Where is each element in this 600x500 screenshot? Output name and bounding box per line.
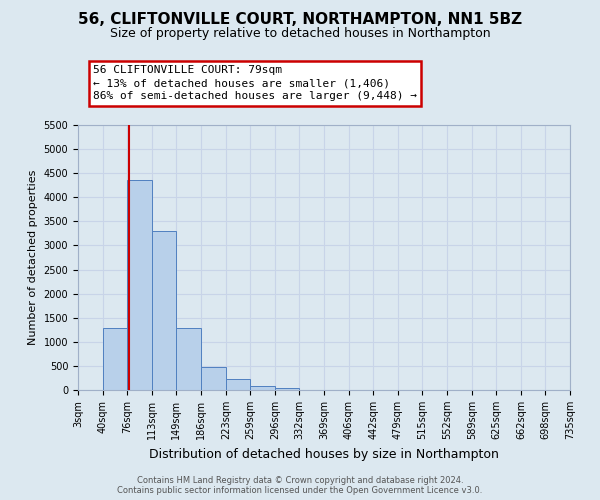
Y-axis label: Number of detached properties: Number of detached properties bbox=[28, 170, 38, 345]
Bar bbox=[250, 386, 275, 390]
Text: Size of property relative to detached houses in Northampton: Size of property relative to detached ho… bbox=[110, 28, 490, 40]
Bar bbox=[152, 231, 176, 390]
Text: Contains public sector information licensed under the Open Government Licence v3: Contains public sector information licen… bbox=[118, 486, 482, 495]
Bar bbox=[127, 180, 152, 390]
Bar bbox=[176, 328, 201, 390]
Bar bbox=[275, 388, 299, 390]
X-axis label: Distribution of detached houses by size in Northampton: Distribution of detached houses by size … bbox=[149, 448, 499, 460]
Text: Contains HM Land Registry data © Crown copyright and database right 2024.: Contains HM Land Registry data © Crown c… bbox=[137, 476, 463, 485]
Text: 56 CLIFTONVILLE COURT: 79sqm
← 13% of detached houses are smaller (1,406)
86% of: 56 CLIFTONVILLE COURT: 79sqm ← 13% of de… bbox=[93, 65, 417, 102]
Bar bbox=[201, 367, 226, 390]
Bar bbox=[226, 379, 250, 390]
Text: 56, CLIFTONVILLE COURT, NORTHAMPTON, NN1 5BZ: 56, CLIFTONVILLE COURT, NORTHAMPTON, NN1… bbox=[78, 12, 522, 28]
Bar bbox=[103, 328, 127, 390]
